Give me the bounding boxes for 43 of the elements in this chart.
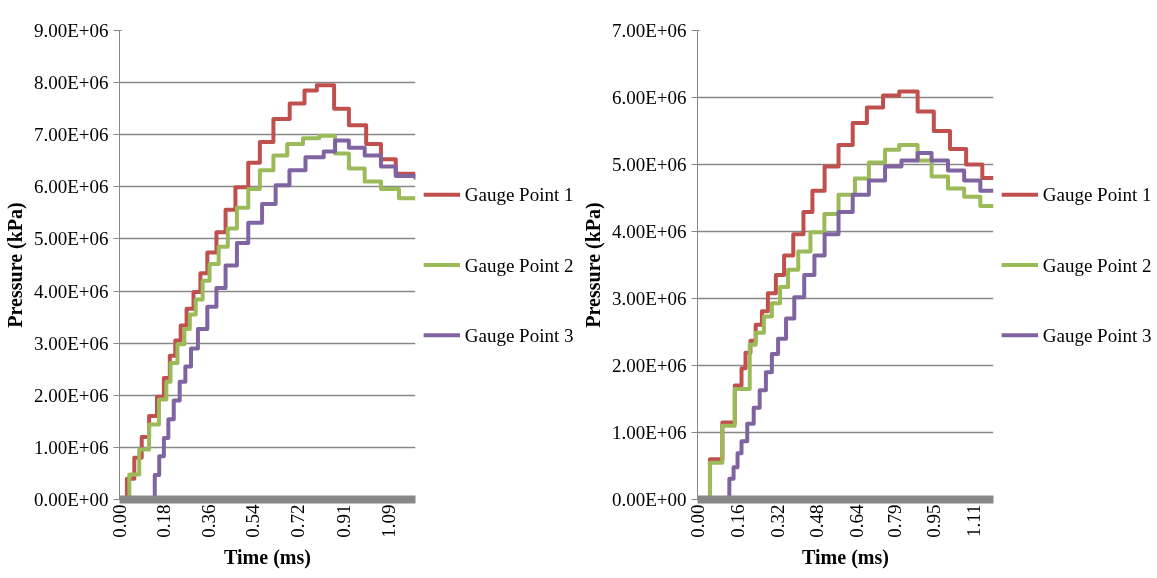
y-tick-label: 7.00E+06 bbox=[611, 20, 687, 41]
y-axis-title: Pressure (kPa) bbox=[3, 202, 27, 328]
y-tick-label: 5.00E+06 bbox=[33, 228, 109, 250]
x-tick-label: 0.91 bbox=[333, 504, 355, 538]
x-axis-title: Time (ms) bbox=[802, 545, 889, 569]
y-tick-label: 2.00E+06 bbox=[33, 384, 109, 406]
legend-label: Gauge Point 1 bbox=[464, 184, 574, 206]
legend-label: Gauge Point 1 bbox=[1042, 184, 1152, 206]
y-tick-label: 4.00E+06 bbox=[611, 221, 687, 242]
y-tick-label: 4.00E+06 bbox=[33, 280, 109, 302]
y-tick-label: 2.00E+06 bbox=[611, 355, 687, 376]
x-tick-label: 1.11 bbox=[963, 504, 985, 538]
legend-label: Gauge Point 3 bbox=[1042, 324, 1152, 346]
x-tick-label: 0.36 bbox=[197, 504, 219, 538]
x-tick-label: 0.79 bbox=[883, 504, 905, 538]
legend-label: Gauge Point 2 bbox=[1042, 254, 1152, 276]
y-tick-label: 0.00E+00 bbox=[611, 489, 687, 510]
x-tick-label: 0.95 bbox=[923, 504, 945, 538]
legend-label: Gauge Point 2 bbox=[464, 254, 574, 276]
y-tick-label: 6.00E+06 bbox=[33, 176, 109, 198]
x-tick-label: 0.16 bbox=[726, 504, 748, 538]
y-tick-label: 5.00E+06 bbox=[611, 154, 687, 175]
x-tick-label: 0.32 bbox=[766, 504, 788, 538]
x-tick-label: 0.18 bbox=[153, 504, 175, 538]
x-tick-label: 0.54 bbox=[242, 504, 264, 538]
y-tick-label: 8.00E+06 bbox=[33, 72, 109, 94]
y-tick-label: 0.00E+00 bbox=[33, 489, 109, 510]
y-tick-label: 3.00E+06 bbox=[33, 332, 109, 354]
y-tick-label: 1.00E+06 bbox=[33, 436, 109, 458]
legend-label: Gauge Point 3 bbox=[464, 324, 574, 346]
x-tick-label: 0.64 bbox=[846, 504, 868, 538]
x-tick-label: 0.00 bbox=[109, 504, 130, 538]
x-tick-label: 0.72 bbox=[286, 504, 308, 538]
y-tick-label: 1.00E+06 bbox=[611, 422, 687, 443]
x-tick-label: 1.09 bbox=[377, 504, 399, 538]
y-tick-label: 9.00E+06 bbox=[33, 20, 109, 41]
x-tick-label: 0.00 bbox=[687, 504, 708, 538]
x-tick-label: 0.48 bbox=[806, 504, 828, 538]
y-tick-label: 6.00E+06 bbox=[611, 87, 687, 108]
y-axis-title: Pressure (kPa) bbox=[581, 202, 605, 328]
x-axis-title: Time (ms) bbox=[224, 545, 311, 569]
y-tick-label: 3.00E+06 bbox=[611, 288, 687, 309]
y-tick-label: 7.00E+06 bbox=[33, 124, 109, 146]
